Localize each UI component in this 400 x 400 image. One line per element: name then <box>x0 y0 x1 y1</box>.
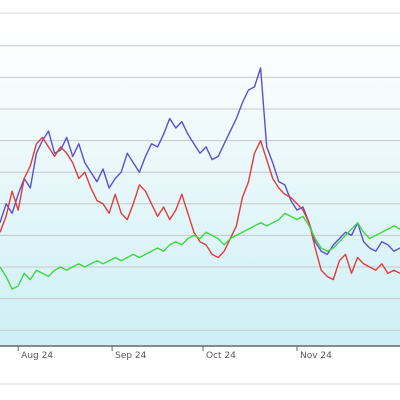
series-line-2 <box>0 136 400 281</box>
series-line-1 <box>0 67 400 256</box>
x-tick-label: Aug 24 <box>21 351 53 361</box>
plot-area <box>0 30 400 346</box>
series-line-3 <box>0 212 400 290</box>
x-tick-label: Oct 24 <box>206 351 236 361</box>
x-tick-label: Nov 24 <box>300 351 332 361</box>
series-lines <box>0 67 400 290</box>
x-tick-label: Sep 24 <box>115 351 147 361</box>
gridlines <box>0 45 400 331</box>
x-axis-ticks: Aug 24 Sep 24 Oct 24 Nov 24 <box>17 346 332 361</box>
